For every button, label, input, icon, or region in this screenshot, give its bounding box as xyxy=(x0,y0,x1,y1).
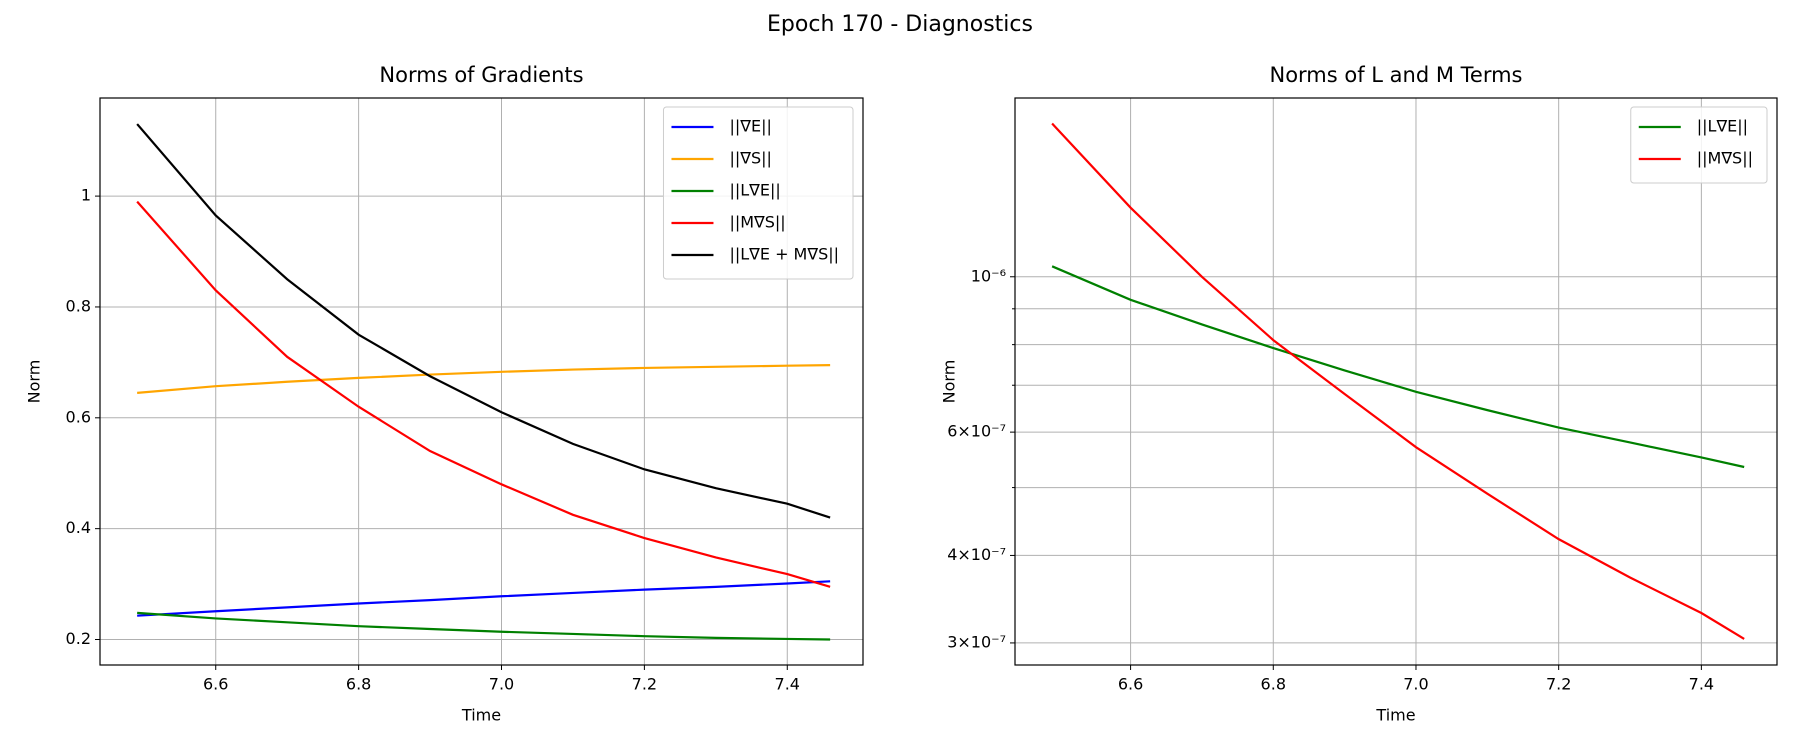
x-tick-label: 7.2 xyxy=(632,675,657,694)
legend-label: ||∇S|| xyxy=(729,149,771,168)
y-tick-label: 3×10⁻⁷ xyxy=(947,632,1006,651)
line-series xyxy=(136,200,831,588)
legend-label: ||M∇S|| xyxy=(1697,149,1753,168)
legend-label: ||L∇E + M∇S|| xyxy=(729,245,839,264)
x-axis-label: Time xyxy=(1375,706,1415,725)
y-tick-label: 10⁻⁶ xyxy=(971,266,1006,285)
line-series xyxy=(137,611,831,641)
axes-frame xyxy=(99,97,864,666)
y-tick-label: 0.8 xyxy=(66,296,91,315)
legend-label: ||L∇E|| xyxy=(1697,117,1748,136)
x-tick-label: 7.2 xyxy=(1546,675,1571,694)
x-tick-label: 7.4 xyxy=(775,675,800,694)
x-tick-label: 6.6 xyxy=(203,675,228,694)
axes-title: Norms of Gradients xyxy=(379,63,583,87)
y-tick-label: 4×10⁻⁷ xyxy=(947,545,1006,564)
y-tick-label: 0.4 xyxy=(66,518,91,537)
legend-box xyxy=(662,106,854,280)
x-tick-label: 6.8 xyxy=(346,675,371,694)
line-series xyxy=(1051,265,1745,469)
y-axis-label: Norm xyxy=(940,360,959,404)
legend: ||∇E|| ||∇S|| ||L∇E|| ||M∇S|| ||L∇E + M∇S|| xyxy=(662,106,854,280)
line-series xyxy=(136,123,831,519)
x-tick-label: 6.8 xyxy=(1261,675,1286,694)
x-tick-label: 7.4 xyxy=(1689,675,1714,694)
y-axis-label: Norm xyxy=(25,360,44,404)
axes-title: Norms of L and M Terms xyxy=(1269,63,1522,87)
y-tick-label: 6×10⁻⁷ xyxy=(947,422,1006,441)
line-series xyxy=(1051,122,1745,640)
line-series xyxy=(137,580,831,617)
legend: ||L∇E|| ||M∇S|| xyxy=(1630,106,1768,184)
x-tick-label: 7.0 xyxy=(489,675,514,694)
figure-title: Epoch 170 - Diagnostics xyxy=(767,12,1033,37)
line-series xyxy=(137,364,831,394)
x-tick-label: 6.6 xyxy=(1118,675,1143,694)
legend-label: ||L∇E|| xyxy=(729,181,780,200)
legend-label: ||M∇S|| xyxy=(729,213,785,232)
y-tick-label: 1 xyxy=(81,186,91,205)
x-tick-label: 7.0 xyxy=(1403,675,1428,694)
axes-frame xyxy=(1014,97,1778,666)
x-axis-label: Time xyxy=(461,706,501,725)
y-tick-label: 0.6 xyxy=(66,407,91,426)
y-tick-label: 0.2 xyxy=(66,629,91,648)
legend-label: ||∇E|| xyxy=(729,117,771,136)
